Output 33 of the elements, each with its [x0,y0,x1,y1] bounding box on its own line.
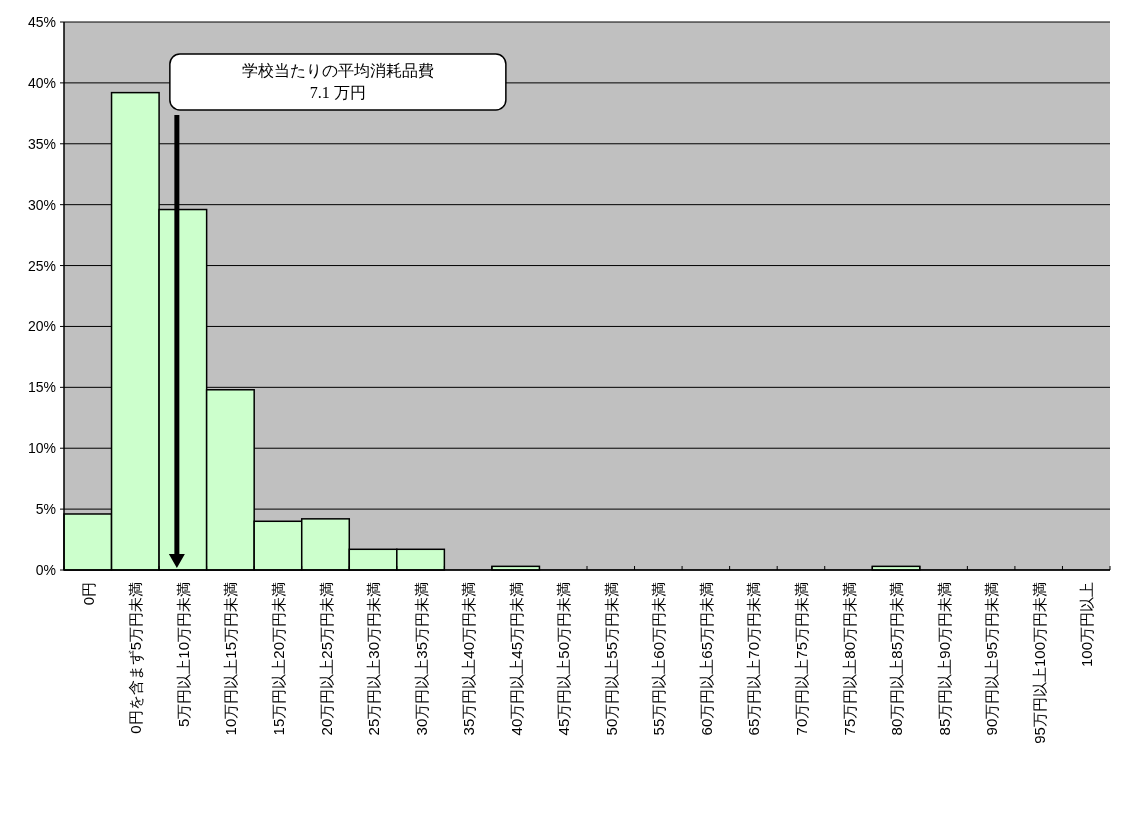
y-tick-label: 15% [27,379,56,396]
x-tick-label: 30万円以上35万円未満 [412,582,430,736]
y-tick-label: 30% [27,196,56,213]
y-tick-label: 40% [27,74,56,91]
y-tick-label: 0% [35,562,56,578]
x-tick-label: 5万円以上10万円未満 [174,582,192,728]
annotation: 学校当たりの平均消耗品費 7.1 万円 [241,62,434,101]
x-tick-label: 45万円以上50万円未満 [555,582,573,736]
x-tick-label: 100万円以上 [1078,582,1096,668]
x-tick-label: 25万円以上30万円未満 [365,582,383,736]
x-tick-label: 65万円以上70万円未満 [745,582,763,736]
y-tick-label: 20% [27,318,56,335]
x-tick-label: 10万円以上15万円未満 [222,582,240,736]
x-tick-label: 80万円以上85万円未満 [888,582,906,736]
y-tick-label: 45% [27,14,56,30]
y-tick-label: 10% [27,440,56,457]
x-tick-label: 15万円以上20万円未満 [269,582,287,736]
x-tick-label: 90万円以上95万円未満 [983,582,1001,736]
y-tick-label: 25% [27,257,56,274]
x-tick-label: 50万円以上55万円未満 [602,582,620,736]
x-tick-label: 20万円以上25万円未満 [317,582,335,736]
x-tick-label: 60万円以上65万円未満 [697,582,715,736]
y-tick-label: 5% [35,501,56,518]
x-tick-label: 0円 [79,582,97,606]
x-tick-label: 70万円以上75万円未満 [792,582,810,736]
x-tick-label: 95万円以上100万円未満 [1030,582,1048,744]
x-tick-label: 55万円以上60万円未満 [650,582,668,736]
y-tick-label: 35% [27,135,56,152]
x-tick-label: 35万円以上40万円未満 [460,582,478,736]
x-tick-label: 85万円以上90万円未満 [935,582,953,736]
x-tick-label: 75万円以上80万円未満 [840,582,858,736]
x-tick-label: 40万円以上45万円未満 [507,582,525,736]
x-tick-label: 0円を含まず5万円未満 [127,582,146,734]
